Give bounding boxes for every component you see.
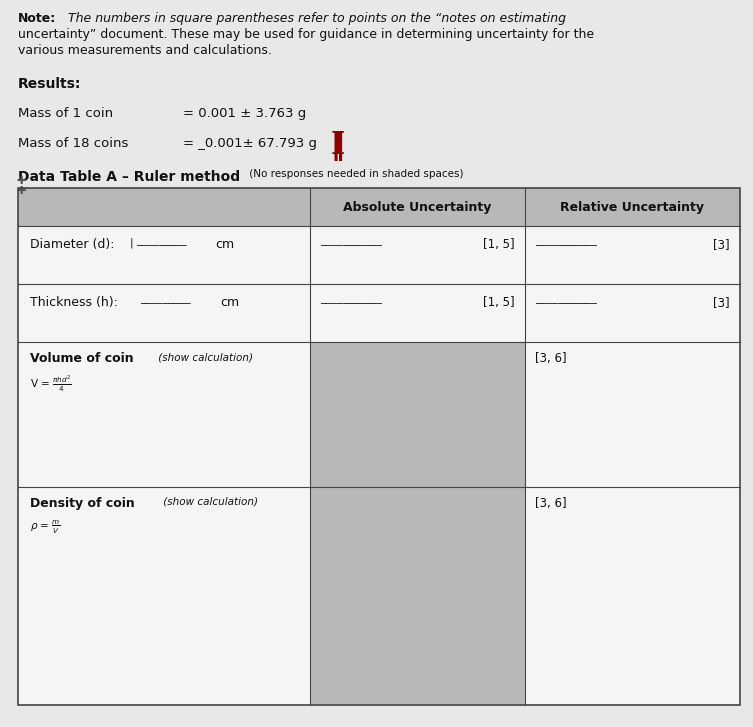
Text: [3]: [3]	[713, 238, 730, 251]
Text: [1, 5]: [1, 5]	[483, 296, 515, 309]
Text: Relative Uncertainty: Relative Uncertainty	[560, 201, 705, 214]
Text: The numbers in square parentheses refer to points on the “notes on estimating: The numbers in square parentheses refer …	[60, 12, 566, 25]
Text: $\rho$ = $\frac{m}{V}$: $\rho$ = $\frac{m}{V}$	[30, 519, 61, 536]
Text: cm: cm	[220, 296, 239, 309]
Text: Data Table A – Ruler method: Data Table A – Ruler method	[18, 170, 240, 184]
Text: Diameter (d):: Diameter (d):	[30, 238, 114, 251]
Text: (No responses needed in shaded spaces): (No responses needed in shaded spaces)	[246, 169, 464, 179]
Bar	[18, 188, 740, 226]
Text: ___________: ___________	[535, 236, 597, 246]
Text: [1, 5]: [1, 5]	[483, 238, 515, 251]
Text: = 0.001 ± 3.763 g: = 0.001 ± 3.763 g	[183, 107, 306, 120]
Text: _________: _________	[140, 294, 191, 304]
Text: ___________: ___________	[535, 294, 597, 304]
Bar	[310, 487, 525, 705]
Text: _________: _________	[136, 236, 187, 246]
Text: ___________: ___________	[320, 294, 382, 304]
Bar	[18, 188, 740, 705]
Text: Results:: Results:	[18, 77, 81, 91]
Bar	[310, 342, 525, 487]
Text: Absolute Uncertainty: Absolute Uncertainty	[343, 201, 492, 214]
Text: ‖: ‖	[331, 132, 345, 161]
Text: cm: cm	[215, 238, 234, 251]
Text: ✚: ✚	[16, 176, 26, 186]
Text: (show calculation): (show calculation)	[155, 352, 253, 362]
Text: [3]: [3]	[713, 296, 730, 309]
Text: I: I	[331, 130, 345, 161]
Text: Mass of 1 coin: Mass of 1 coin	[18, 107, 113, 120]
Text: |: |	[130, 237, 133, 247]
Text: uncertainty” document. These may be used for guidance in determining uncertainty: uncertainty” document. These may be used…	[18, 28, 594, 41]
Text: various measurements and calculations.: various measurements and calculations.	[18, 44, 272, 57]
Text: ✚: ✚	[16, 186, 26, 196]
Text: (show calculation): (show calculation)	[160, 497, 258, 507]
Text: Density of coin: Density of coin	[30, 497, 135, 510]
Text: Mass of 18 coins: Mass of 18 coins	[18, 137, 128, 150]
Text: V = $\frac{\pi h d^2}{4}$: V = $\frac{\pi h d^2}{4}$	[30, 374, 72, 394]
Text: Note:: Note:	[18, 12, 56, 25]
Text: Volume of coin: Volume of coin	[30, 352, 133, 365]
Text: ___________: ___________	[320, 236, 382, 246]
Text: [3, 6]: [3, 6]	[535, 497, 566, 510]
Bar	[18, 188, 740, 705]
Text: Thickness (h):: Thickness (h):	[30, 296, 118, 309]
Text: [3, 6]: [3, 6]	[535, 352, 566, 365]
Text: = _0.001± 67.793 g: = _0.001± 67.793 g	[183, 137, 317, 150]
